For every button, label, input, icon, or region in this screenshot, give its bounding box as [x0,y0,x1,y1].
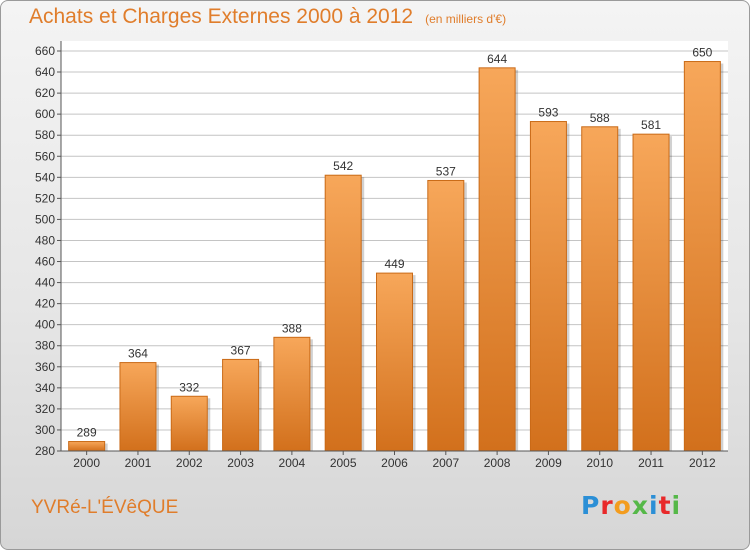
bar [273,336,311,452]
x-tick-label: 2006 [381,456,408,470]
y-tick-label: 600 [35,107,55,121]
bar-value-label: 332 [179,380,199,394]
bar-value-label: 542 [333,159,353,173]
chart-title: Achats et Charges Externes 2000 à 2012 (e… [29,5,506,35]
y-tick-label: 640 [35,65,55,79]
bar-value-label: 364 [128,347,148,361]
bar-value-label: 367 [231,343,251,357]
y-tick-label: 480 [35,233,55,247]
y-tick-label: 560 [35,149,55,163]
y-tick-label: 420 [35,297,55,311]
y-tick-label: 520 [35,191,55,205]
bar-value-label: 537 [436,164,456,178]
y-tick-label: 280 [35,444,55,458]
logo-letter: i [649,491,659,520]
x-tick-label: 2002 [176,456,203,470]
x-tick-label: 2009 [535,456,562,470]
bar [427,179,465,452]
bar-value-label: 388 [282,321,302,335]
x-tick-label: 2010 [586,456,613,470]
bar [478,67,516,452]
y-tick-label: 660 [35,44,55,58]
y-tick-label: 340 [35,381,55,395]
bar [376,272,413,452]
town-name: YVRé-L'ÉVêQUE [31,497,179,518]
x-tick-label: 2012 [689,456,716,470]
bar [68,441,106,452]
logo-letter: t [658,491,672,520]
logo-letter: P [581,491,601,520]
bar-value-label: 449 [384,257,404,271]
bar-value-label: 588 [590,111,610,125]
bars [68,61,724,452]
x-tick-label: 2000 [73,456,100,470]
x-tick-label: 2003 [227,456,254,470]
data-labels: 289 364 332 367 388 542 449 537 644 593 588 581 650 [77,46,713,440]
logo-letter: i [671,491,682,520]
y-tick-label: 300 [35,423,55,437]
bar [632,133,670,452]
chart-title-text: Achats et Charges Externes 2000 à 2012 [29,5,414,28]
x-tick-label: 2008 [484,456,511,470]
x-tick-label: 2007 [432,456,459,470]
bar [222,358,260,452]
y-tick-label: 320 [35,402,55,416]
bar [581,126,619,452]
y-tick-label: 500 [35,212,55,226]
bar [324,174,362,452]
y-tick-label: 440 [35,276,55,290]
bar-value-label: 644 [487,52,507,66]
bar [119,362,157,452]
y-tick-label: 580 [35,128,55,142]
logo-letter: r [600,491,614,520]
y-tick-label: 460 [35,255,55,269]
bar-value-label: 581 [641,118,661,132]
x-tick-label: 2005 [330,456,357,470]
bar-value-label: 593 [538,106,558,120]
y-tick-label: 620 [35,86,55,100]
bar [683,61,721,452]
bar [170,395,208,452]
bar [529,121,567,452]
bar-value-label: 289 [77,426,97,440]
y-tick-label: 400 [35,318,55,332]
x-tick-label: 2011 [638,456,664,470]
proxiti-logo: Proxiti [581,491,681,520]
y-tick-label: 360 [35,360,55,374]
logo-letter: x [631,491,649,520]
x-tick-label: 2004 [279,456,306,470]
x-tick-label: 2001 [125,456,152,470]
y-axis: 280 300 320 340 360 380 400 420 440 460 480 500 520 5… [35,41,62,458]
y-tick-label: 540 [35,170,55,184]
logo-letter: o [613,491,632,520]
x-axis: 2000 2001 2002 2003 2004 2005 2006 2007 2008 2009… [61,450,728,470]
chart-unit: (en milliers d'€) [425,12,507,26]
y-tick-label: 380 [35,339,55,353]
bar-value-label: 650 [692,46,712,60]
